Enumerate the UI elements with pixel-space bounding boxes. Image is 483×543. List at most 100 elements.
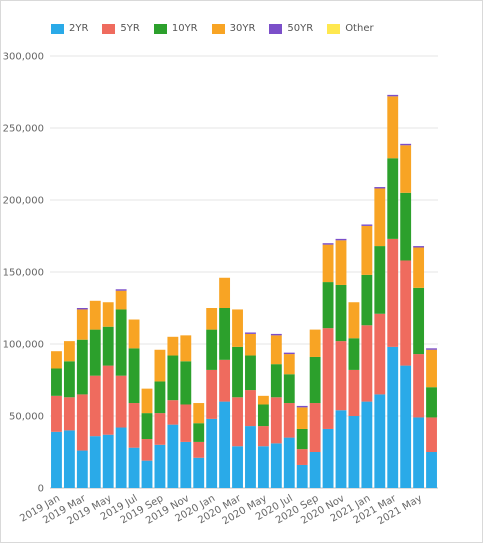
bar-segment [322,428,334,488]
bar-segment [167,355,179,401]
bar-segment [413,354,425,418]
bar-segment [335,240,347,285]
bar-segment [206,329,218,370]
bar-segment [257,404,269,427]
bar-segment [283,403,295,438]
legend-entry[interactable]: 30YR [211,23,256,34]
y-tick-label: 300,000 [3,52,44,63]
bar-segment [283,437,295,488]
bar-segment [283,352,295,355]
bar-segment [400,143,412,146]
bar-segment [296,464,308,488]
bar-segment [154,349,166,382]
legend-label: 30YR [229,23,256,34]
bar-segment [128,319,140,349]
bar-segment [322,282,334,329]
bar-segment [180,335,192,362]
bar-segment [374,246,386,314]
bar-segment [51,368,62,396]
legend-swatch [211,23,225,34]
bar-segment [270,443,282,488]
bar-segment [283,374,295,404]
bar-segment [245,390,256,427]
legend-swatch [327,23,341,34]
bar-segment [115,290,127,310]
bar-segment [374,394,386,488]
y-tick-label: 150,000 [3,268,44,279]
bar-segment [257,446,269,488]
legend-entry[interactable]: 5YR [102,23,140,34]
legend-label: 10YR [171,23,198,34]
bar-segment [387,96,399,159]
bar-segment [413,417,425,488]
bar-segment [102,326,114,366]
bar-segment [361,225,373,275]
bar-segment [309,452,321,488]
legend-entry[interactable]: 10YR [153,23,198,34]
bar-segment [413,246,425,248]
bar-segment [102,302,114,327]
bar-segment [128,447,140,488]
bar-segment [89,300,101,330]
bar-segment [219,401,231,488]
y-tick-label: 250,000 [3,124,44,135]
bar-segment [245,333,256,356]
bar-segment [232,397,243,447]
bar-segment [115,309,127,376]
bar-segment [63,430,75,488]
bar-segment [348,369,360,416]
bar-segment [413,287,425,355]
bar-segment [296,428,308,450]
legend-label: 2YR [69,23,89,34]
legend: 2YR 5YR 10YR 30YR 50YR Other [51,23,388,34]
bar-segment [335,284,347,342]
bar-segment [51,351,62,369]
bar-segment [51,395,62,432]
bar-segment [154,381,166,414]
bar-segment [76,394,88,451]
bar-segment [141,439,153,461]
bar-segment [63,397,75,431]
bar-segment [426,349,437,388]
bar-segment [193,403,205,424]
bar-segment [348,302,360,339]
bar-segment [426,452,437,488]
legend-entry[interactable]: Other [327,23,374,34]
y-tick-label: 100,000 [3,340,44,351]
bar-segment [232,309,243,347]
legend-entry[interactable]: 2YR [51,23,88,34]
bar-segment [426,348,437,350]
bar-segment [115,427,127,488]
bar-segment [219,359,231,402]
bar-segment [154,444,166,488]
bar-segment [245,355,256,391]
bar-segment [322,244,334,283]
bar-segment [154,413,166,445]
legend-entry[interactable]: 50YR [269,23,313,34]
bar-segment [374,313,386,395]
bar-segment [335,410,347,488]
bar-segment [206,369,218,419]
bar-segment [309,356,321,404]
bar-segment [76,339,88,395]
bar-segment [309,403,321,452]
legend-swatch [102,23,116,34]
bar-segment [76,450,88,488]
bar-segment [141,388,153,414]
bar-segment [89,375,101,437]
bar-segment [257,395,269,405]
bar-segment [400,192,412,261]
bar-segment [322,243,334,245]
bar-segment [167,336,179,356]
bar-segment [128,348,140,404]
bar-segment [426,387,437,418]
bar-segment [167,400,179,425]
bar-segment [51,431,62,488]
legend-label: Other [345,23,374,34]
bar-segment [322,328,334,429]
bar-segment [413,247,425,288]
bar-segment [167,424,179,488]
bar-segment [374,188,386,247]
bar-segment [283,354,295,375]
